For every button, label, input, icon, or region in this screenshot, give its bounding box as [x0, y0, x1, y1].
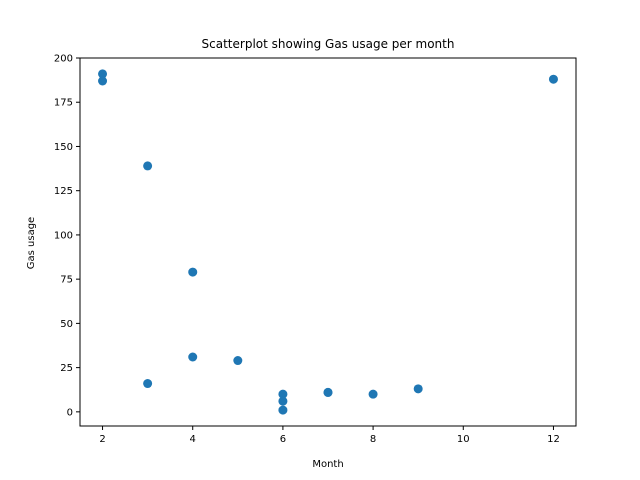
scatter-point [233, 356, 243, 366]
x-tick-label: 10 [457, 434, 470, 445]
plot-frame [79, 57, 577, 427]
scatter-point [98, 76, 108, 86]
scatter-point [323, 387, 333, 397]
scatter-point [278, 396, 288, 406]
scatter-point [278, 405, 288, 415]
y-tick-label: 175 [54, 98, 73, 109]
scatter-point [368, 389, 378, 399]
x-axis-label: Month [312, 459, 343, 470]
y-axis: 0 25 50 75 100 125 150 175 200 [54, 54, 80, 418]
y-tick-label: 0 [67, 407, 73, 418]
scatter-point [188, 267, 198, 277]
scatter-point [188, 352, 198, 362]
y-tick-label: 25 [60, 363, 73, 374]
scatter-point [548, 74, 558, 84]
y-tick-label: 200 [54, 54, 73, 65]
scatter-point [143, 161, 153, 171]
scatter-point [278, 389, 288, 399]
y-tick-label: 125 [54, 186, 73, 197]
y-tick-label: 50 [60, 319, 73, 330]
x-tick-label: 2 [99, 434, 105, 445]
chart-title: Scatterplot showing Gas usage per month [202, 37, 455, 51]
y-tick-label: 75 [60, 275, 73, 286]
y-tick-label: 150 [54, 142, 73, 153]
scatter-point [98, 69, 108, 79]
scatter-point [143, 379, 153, 389]
x-tick-label: 12 [547, 434, 560, 445]
x-axis: 2 4 6 8 10 12 [99, 426, 560, 445]
plot-area [98, 69, 558, 415]
x-tick-label: 8 [370, 434, 376, 445]
scatter-point [413, 384, 423, 394]
x-tick-label: 4 [190, 434, 196, 445]
y-axis-label: Gas usage [26, 217, 37, 269]
y-tick-label: 100 [54, 230, 73, 241]
x-tick-label: 6 [280, 434, 286, 445]
